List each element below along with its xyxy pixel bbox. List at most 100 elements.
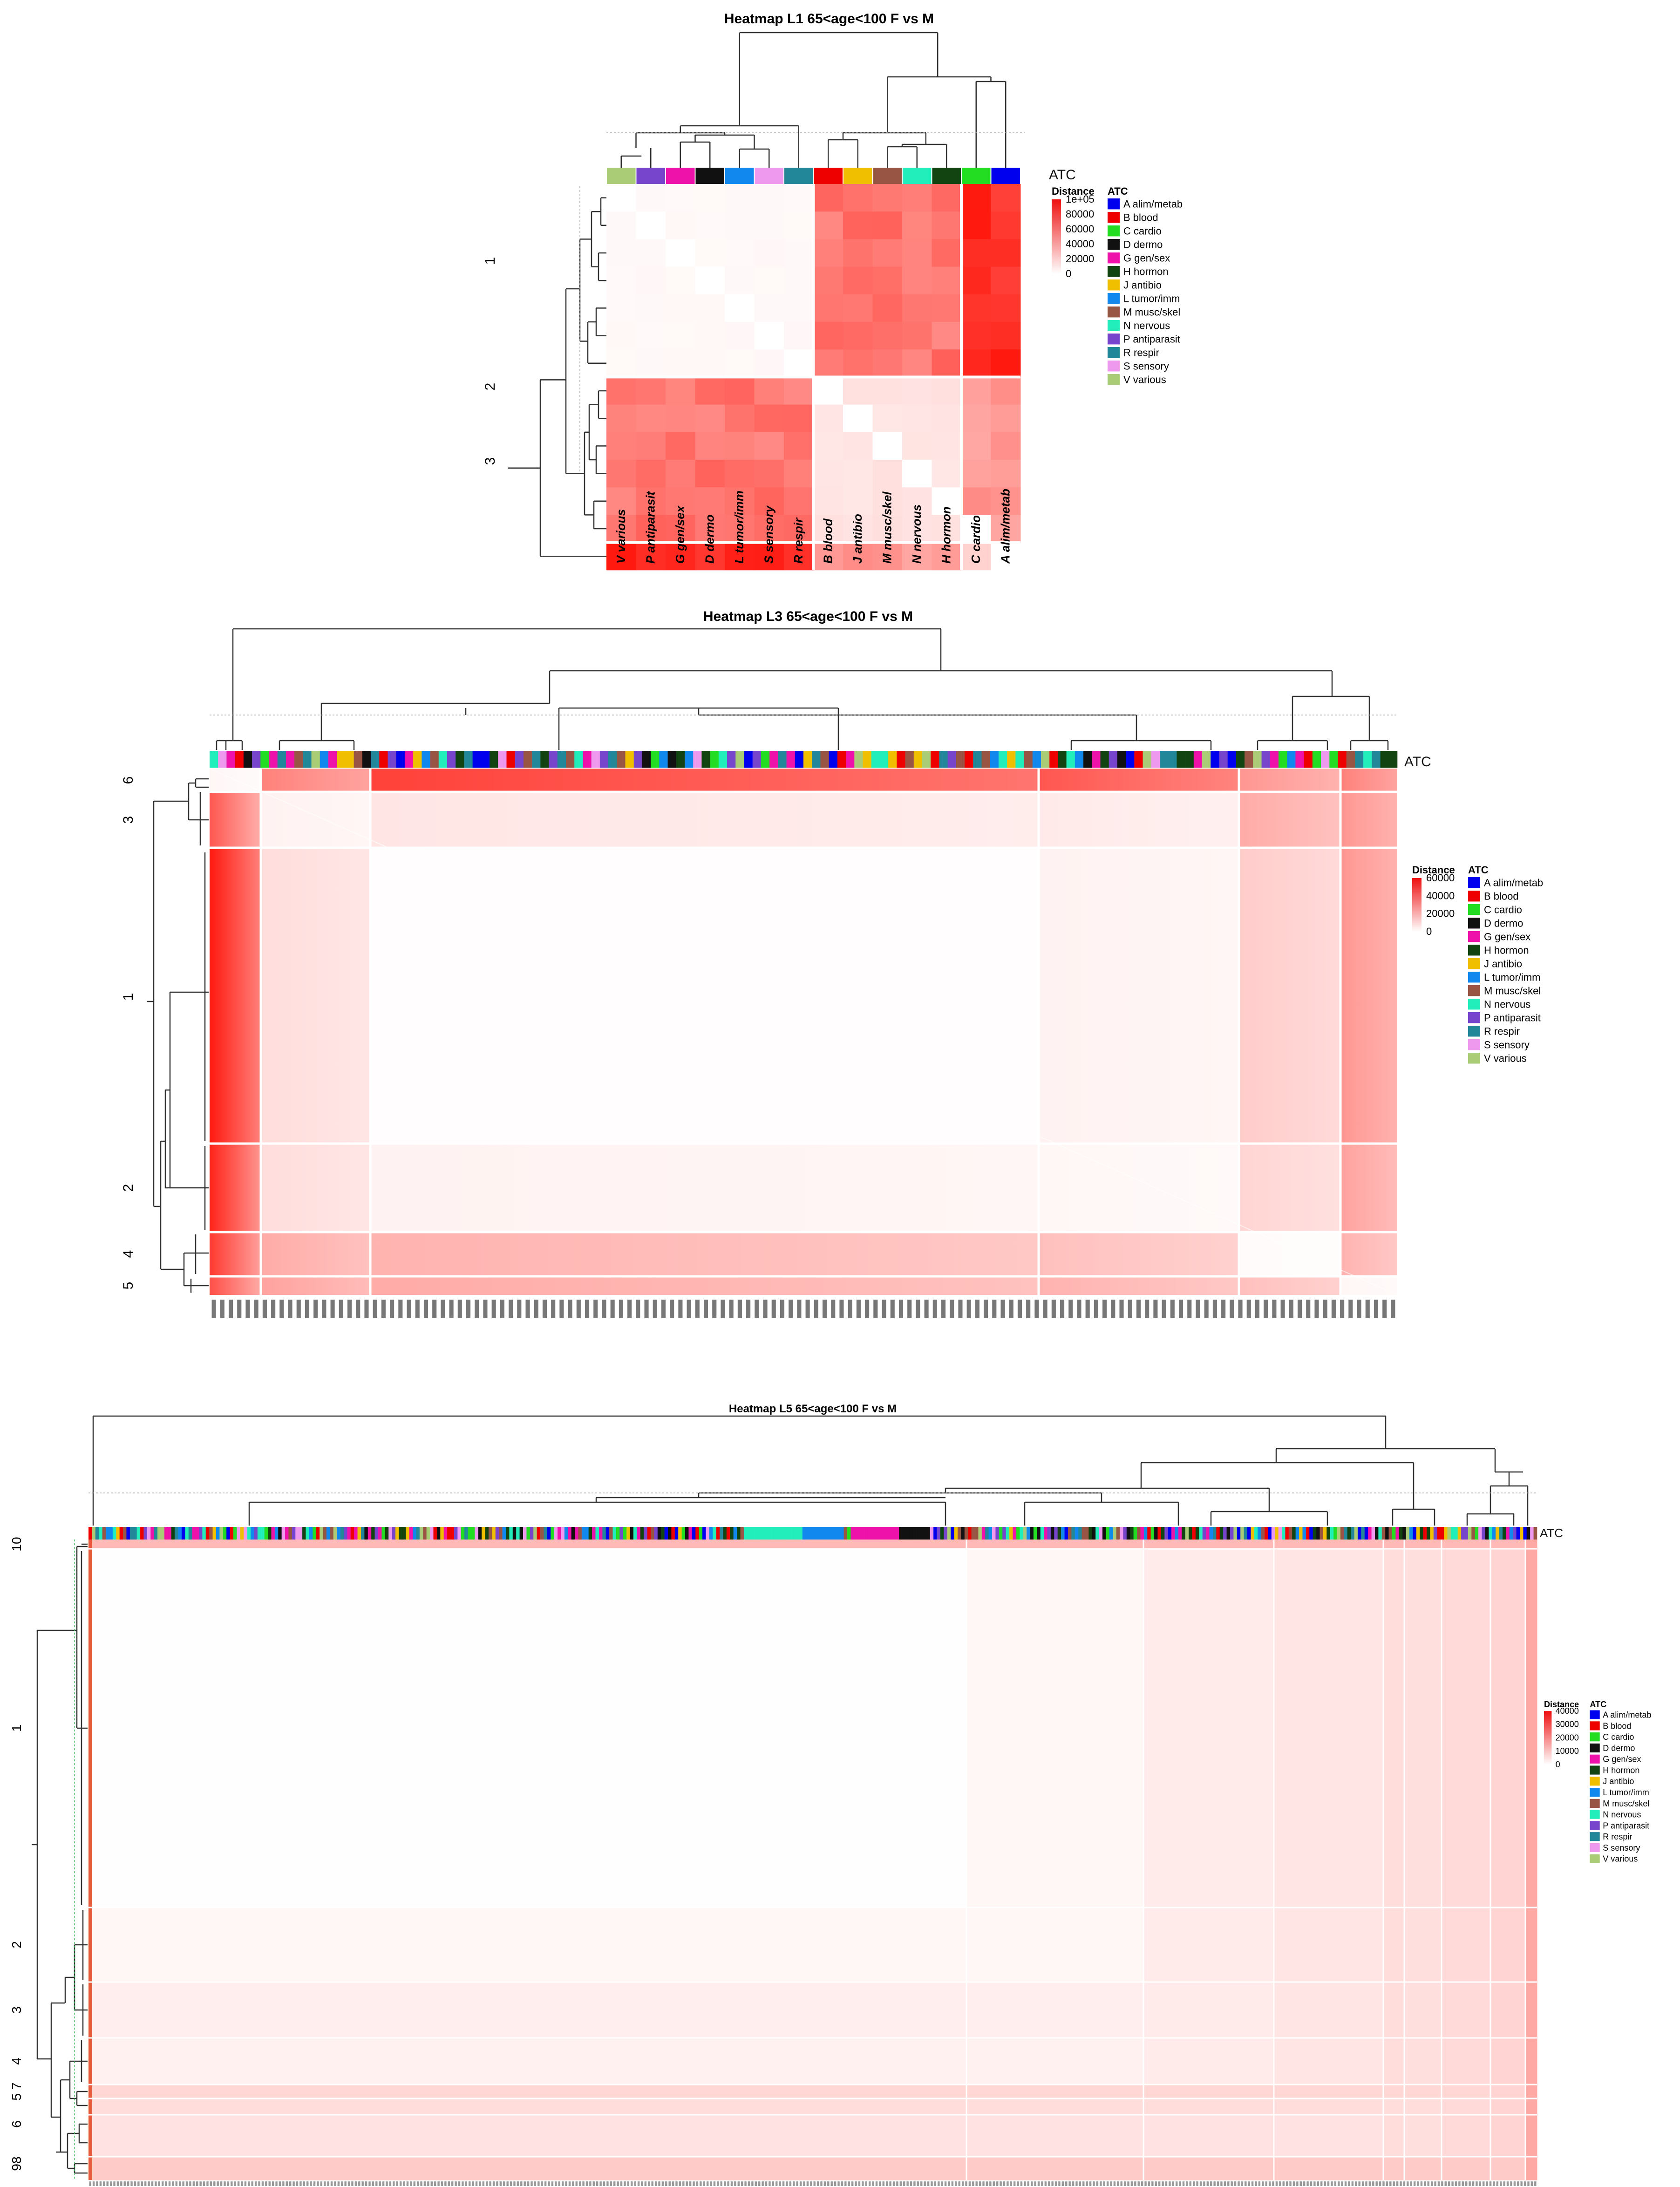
column-label-tick	[1024, 2181, 1026, 2186]
atc-annotation-cell	[440, 1527, 444, 1540]
row-cluster-label: 3	[9, 2006, 24, 2014]
heatmap-cell	[991, 266, 1021, 295]
column-label-tick	[1444, 2181, 1447, 2186]
column-label-tick	[423, 1300, 429, 1318]
column-label-tick	[599, 2181, 602, 2186]
atc-annotation-cell	[857, 1527, 861, 1540]
atc-annotation-cell	[1075, 1527, 1079, 1540]
atc-annotation-cell	[1320, 1527, 1324, 1540]
heatmap-cell	[932, 377, 962, 405]
heatmap-cell	[754, 322, 784, 350]
column-label-tick	[168, 2181, 171, 2186]
heatmap-cell	[961, 404, 991, 433]
heatmap-cell	[991, 349, 1021, 377]
heatmap-l1-column-dendrogram	[606, 32, 1025, 168]
column-label-tick	[486, 2181, 488, 2186]
atc-annotation-cell	[1306, 1527, 1310, 1540]
atc-annotation-cell	[1326, 1527, 1331, 1540]
atc-legend-swatch	[1468, 972, 1480, 983]
column-label-tick	[1196, 2181, 1198, 2186]
column-label-tick	[868, 2181, 871, 2186]
atc-annotation-cell	[299, 1527, 303, 1540]
atc-annotation-cell	[106, 1527, 109, 1540]
column-label-tick	[1503, 2181, 1505, 2186]
atc-annotation-cell	[1061, 1527, 1065, 1540]
column-label-tick	[358, 2181, 360, 2186]
column-label-tick	[396, 2181, 398, 2186]
atc-annotation-cell	[333, 1527, 337, 1540]
heatmap-cell	[843, 211, 873, 239]
column-label-tick	[687, 1300, 691, 1318]
heatmap-cell	[961, 542, 991, 571]
column-label-tick	[993, 2181, 995, 2186]
heatmap-cell	[636, 184, 666, 212]
heatmap-cell	[843, 377, 873, 405]
heatmap-block	[1525, 2085, 1537, 2099]
atc-annotation-cell	[1202, 1527, 1206, 1540]
column-label-tick	[1234, 2181, 1237, 2186]
atc-annotation-cell	[674, 1527, 679, 1540]
heatmap-cell	[695, 515, 725, 543]
column-label-tick	[347, 2181, 350, 2186]
column-label-tick	[479, 2181, 481, 2186]
atc-annotation-cell	[381, 1527, 386, 1540]
atc-annotation-cell	[1523, 1527, 1527, 1540]
atc-annotation-cell	[247, 1527, 251, 1540]
atc-annotation-cell	[1420, 1527, 1423, 1540]
heatmap-block	[1039, 792, 1239, 848]
atc-annotation-cell	[720, 1527, 723, 1540]
column-label-tick	[972, 2181, 974, 2186]
column-label-tick	[1085, 1300, 1090, 1318]
atc-legend-swatch	[1590, 1777, 1600, 1786]
column-label-tick	[841, 2181, 843, 2186]
column-label-tick	[1331, 1300, 1336, 1318]
atc-annotation-cell	[843, 168, 872, 184]
atc-legend-label: N nervous	[1123, 320, 1170, 332]
heatmap-block	[1274, 2157, 1384, 2180]
heatmap-cell	[695, 460, 725, 488]
atc-legend-swatch	[1108, 347, 1120, 358]
column-label-tick	[489, 2181, 491, 2186]
column-label-tick	[658, 2181, 660, 2186]
heatmap-cell	[606, 377, 636, 405]
column-label-tick	[741, 2181, 743, 2186]
colorbar-tick: 20000	[1426, 908, 1455, 920]
atc-annotation-cell	[1160, 751, 1169, 768]
column-label-tick	[903, 2181, 905, 2186]
column-label-tick	[130, 2181, 133, 2186]
column-label-tick	[423, 2181, 426, 2186]
heatmap-cell	[754, 184, 784, 212]
atc-annotation-cell	[1007, 751, 1016, 768]
heatmap-l5-cells	[88, 1540, 1537, 2180]
column-label-tick	[469, 2181, 471, 2186]
column-label-tick	[672, 2181, 674, 2186]
atc-annotation-cell	[337, 751, 346, 768]
column-label-tick	[1003, 2181, 1006, 2186]
atc-annotation-cell	[659, 751, 668, 768]
column-label-tick	[1465, 2181, 1468, 2186]
column-label-tick	[631, 2181, 633, 2186]
column-label-tick	[1286, 2181, 1288, 2186]
atc-annotation-cell	[471, 1527, 475, 1540]
column-label-tick	[337, 2181, 340, 2186]
atc-annotation-cell	[1368, 1527, 1372, 1540]
column-label-tick	[848, 1300, 852, 1318]
column-label-tick	[322, 1300, 326, 1318]
atc-annotation-cell	[992, 1527, 996, 1540]
column-label-tick	[858, 2181, 861, 2186]
heatmap-cell	[902, 542, 932, 571]
column-label-tick	[924, 1300, 929, 1318]
atc-annotation-cell	[591, 751, 600, 768]
column-label-tick	[517, 2181, 519, 2186]
column-label-tick	[693, 2181, 695, 2186]
column-label-tick	[1210, 2181, 1212, 2186]
row-cluster-label: 1	[9, 1724, 24, 1732]
column-label-tick	[882, 1300, 886, 1318]
heatmap-cell	[902, 211, 932, 239]
atc-annotation-cell	[727, 751, 736, 768]
atc-legend-label: A alim/metab	[1123, 198, 1183, 210]
column-label: S sensory	[762, 505, 775, 564]
atc-annotation-cell	[240, 1527, 244, 1540]
atc-annotation-cell	[1309, 1527, 1313, 1540]
heatmap-cell	[784, 404, 814, 433]
